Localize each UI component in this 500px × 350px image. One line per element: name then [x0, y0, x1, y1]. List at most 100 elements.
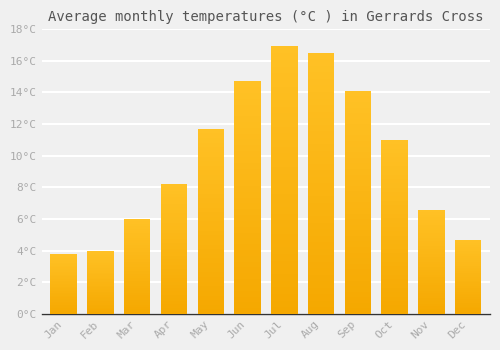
Bar: [308, 170, 334, 177]
Bar: [455, 245, 481, 247]
Bar: [87, 292, 114, 293]
Bar: [271, 100, 297, 107]
Bar: [344, 270, 371, 275]
Bar: [271, 247, 297, 254]
Bar: [87, 256, 114, 257]
Bar: [455, 249, 481, 251]
Bar: [124, 233, 150, 236]
Bar: [198, 286, 224, 291]
Bar: [344, 113, 371, 119]
Bar: [160, 207, 187, 210]
Bar: [418, 233, 444, 236]
Bar: [87, 273, 114, 274]
Bar: [382, 214, 408, 218]
Bar: [382, 288, 408, 292]
Bar: [382, 266, 408, 271]
Bar: [271, 287, 297, 294]
Bar: [87, 298, 114, 300]
Bar: [455, 307, 481, 308]
Bar: [87, 284, 114, 286]
Bar: [234, 232, 261, 238]
Bar: [124, 281, 150, 283]
Bar: [160, 295, 187, 298]
Bar: [198, 226, 224, 231]
Bar: [234, 122, 261, 128]
Bar: [418, 228, 444, 230]
Bar: [160, 265, 187, 268]
Bar: [271, 147, 297, 154]
Bar: [455, 297, 481, 299]
Bar: [455, 266, 481, 267]
Bar: [344, 197, 371, 202]
Bar: [198, 282, 224, 286]
Bar: [382, 292, 408, 296]
Bar: [418, 298, 444, 301]
Bar: [455, 281, 481, 282]
Bar: [124, 274, 150, 276]
Bar: [50, 301, 77, 302]
Bar: [382, 227, 408, 231]
Bar: [234, 250, 261, 256]
Bar: [234, 157, 261, 163]
Bar: [50, 313, 77, 314]
Bar: [198, 184, 224, 189]
Bar: [382, 162, 408, 166]
Bar: [382, 188, 408, 192]
Bar: [87, 267, 114, 268]
Bar: [160, 201, 187, 204]
Title: Average monthly temperatures (°C ) in Gerrards Cross: Average monthly temperatures (°C ) in Ge…: [48, 10, 484, 24]
Bar: [344, 286, 371, 292]
Bar: [87, 274, 114, 276]
Bar: [382, 296, 408, 301]
Bar: [50, 302, 77, 303]
Bar: [50, 278, 77, 279]
Bar: [382, 140, 408, 144]
Bar: [418, 230, 444, 233]
Bar: [455, 279, 481, 281]
Bar: [271, 207, 297, 214]
Bar: [308, 210, 334, 216]
Bar: [124, 312, 150, 314]
Bar: [50, 288, 77, 290]
Bar: [50, 298, 77, 299]
Bar: [198, 166, 224, 170]
Bar: [418, 241, 444, 244]
Bar: [160, 223, 187, 226]
Bar: [87, 301, 114, 303]
Bar: [50, 261, 77, 263]
Bar: [87, 290, 114, 292]
Bar: [271, 107, 297, 113]
Bar: [418, 246, 444, 249]
Bar: [271, 254, 297, 260]
Bar: [344, 169, 371, 175]
Bar: [198, 263, 224, 268]
Bar: [160, 188, 187, 191]
Bar: [87, 311, 114, 313]
Bar: [87, 296, 114, 298]
Bar: [87, 304, 114, 306]
Bar: [124, 236, 150, 238]
Bar: [418, 296, 444, 298]
Bar: [271, 301, 297, 307]
Bar: [198, 309, 224, 314]
Bar: [234, 145, 261, 151]
Bar: [382, 192, 408, 196]
Bar: [455, 267, 481, 270]
Bar: [455, 277, 481, 279]
Bar: [271, 234, 297, 240]
Bar: [87, 259, 114, 260]
Bar: [160, 214, 187, 217]
Bar: [198, 240, 224, 245]
Bar: [87, 286, 114, 287]
Bar: [50, 267, 77, 269]
Bar: [455, 292, 481, 294]
Bar: [87, 251, 114, 252]
Bar: [344, 308, 371, 314]
Bar: [160, 285, 187, 288]
Bar: [198, 208, 224, 212]
Bar: [418, 249, 444, 251]
Bar: [382, 166, 408, 170]
Bar: [344, 258, 371, 264]
Bar: [198, 277, 224, 282]
Bar: [455, 275, 481, 277]
